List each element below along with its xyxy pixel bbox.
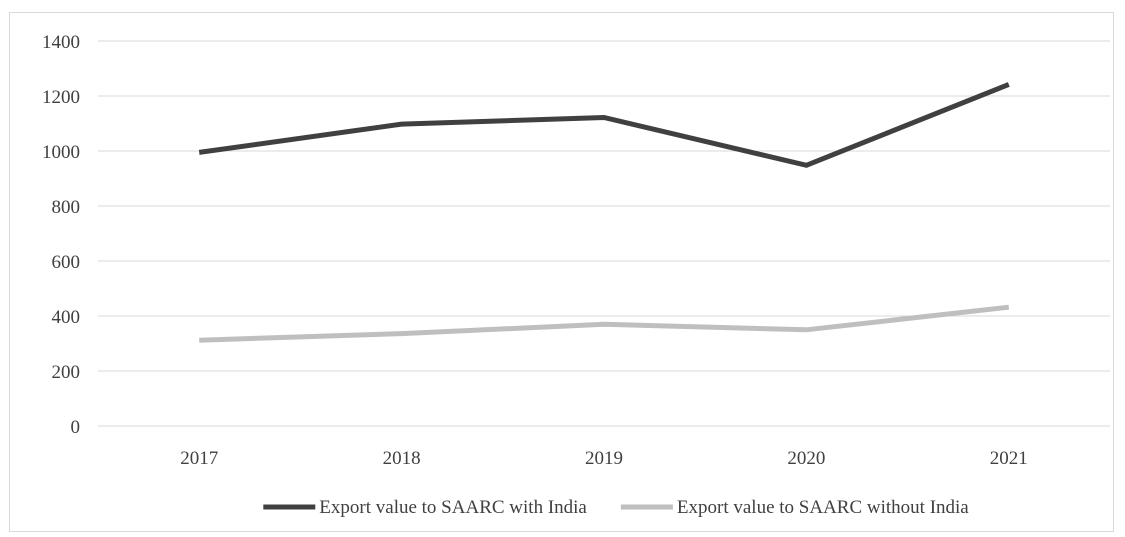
legend-item-1: Export value to SAARC with India	[263, 497, 587, 518]
y-tick-label: 1400	[42, 32, 80, 53]
series-line-1	[198, 82, 1010, 168]
gridlines	[98, 40, 1110, 372]
legend-label: Export value to SAARC with India	[319, 497, 587, 518]
y-tick-label: 1000	[42, 142, 80, 163]
x-tick-label: 2018	[383, 448, 421, 469]
x-axis-tick-labels: 2017 2018 2019 2020 2021	[180, 448, 1028, 469]
legend-label: Export value to SAARC without India	[677, 497, 969, 518]
x-tick-label: 2017	[180, 448, 218, 469]
y-axis-tick-labels: 0 200 400 600 800 1000 1200 1400	[42, 32, 80, 438]
y-tick-label: 600	[52, 252, 81, 273]
y-tick-label: 0	[71, 417, 81, 438]
series-lines	[198, 82, 1010, 343]
y-tick-label: 200	[52, 362, 81, 383]
y-tick-label: 800	[52, 197, 81, 218]
y-tick-label: 400	[52, 307, 81, 328]
x-tick-label: 2020	[787, 448, 825, 469]
x-tick-label: 2019	[585, 448, 623, 469]
legend: Export value to SAARC with India Export v…	[263, 497, 969, 518]
chart-frame	[9, 12, 1114, 532]
y-tick-label: 1200	[42, 87, 80, 108]
legend-item-2: Export value to SAARC without India	[620, 497, 969, 518]
x-tick-label: 2021	[990, 448, 1028, 469]
series-line-2	[199, 304, 1010, 343]
